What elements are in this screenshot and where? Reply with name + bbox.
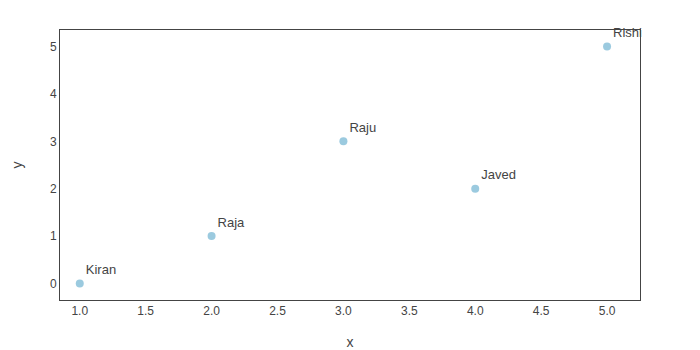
- svg-text:3.0: 3.0: [335, 304, 352, 318]
- svg-text:4.5: 4.5: [533, 304, 550, 318]
- svg-text:5: 5: [50, 40, 57, 54]
- svg-text:Raja: Raja: [218, 215, 246, 230]
- svg-text:4: 4: [50, 87, 57, 101]
- svg-text:Javed: Javed: [481, 167, 516, 182]
- svg-text:Rishi: Rishi: [613, 25, 642, 40]
- svg-text:2.5: 2.5: [269, 304, 286, 318]
- svg-text:Raju: Raju: [349, 120, 376, 135]
- svg-text:Kiran: Kiran: [86, 262, 116, 277]
- svg-text:x: x: [347, 334, 354, 350]
- svg-text:2: 2: [50, 182, 57, 196]
- svg-text:3: 3: [50, 135, 57, 149]
- svg-text:1: 1: [50, 229, 57, 243]
- svg-text:1.5: 1.5: [137, 304, 154, 318]
- svg-text:4.0: 4.0: [467, 304, 484, 318]
- svg-text:0: 0: [50, 277, 57, 291]
- svg-text:5.0: 5.0: [599, 304, 616, 318]
- svg-text:2.0: 2.0: [203, 304, 220, 318]
- svg-text:3.5: 3.5: [401, 304, 418, 318]
- svg-text:1.0: 1.0: [71, 304, 88, 318]
- svg-text:y: y: [9, 162, 25, 169]
